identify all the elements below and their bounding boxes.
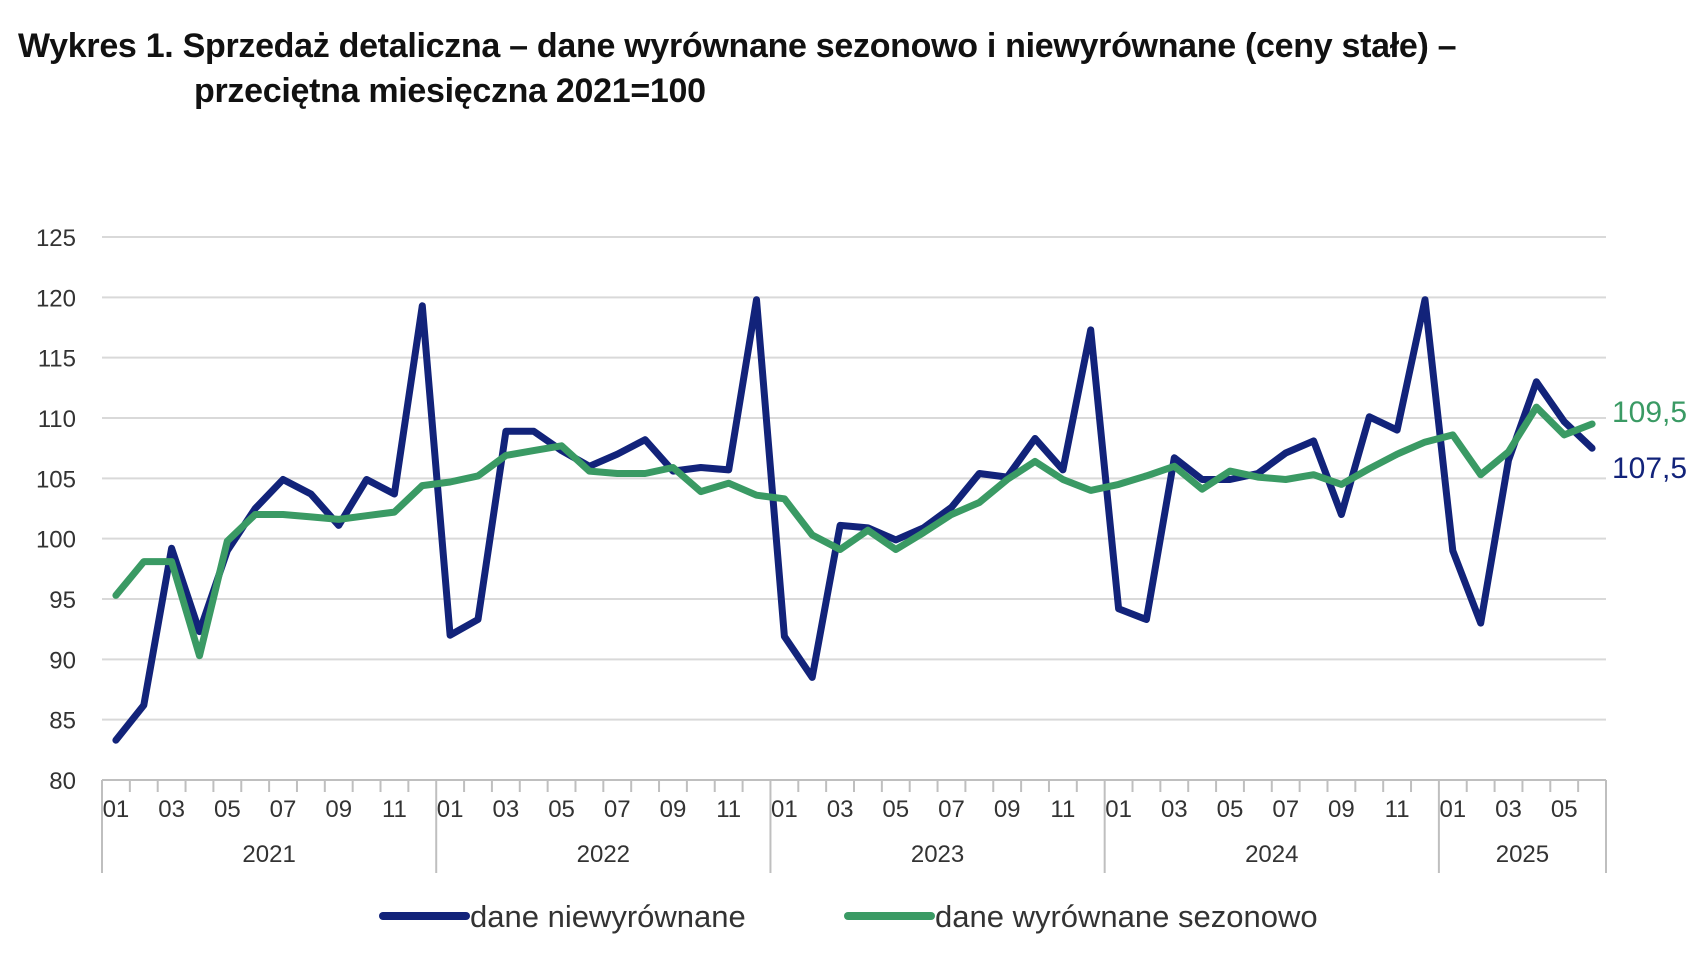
x-tick-label: 01 (771, 796, 798, 823)
y-tick-label: 95 (49, 587, 76, 614)
x-tick-label: 05 (214, 796, 241, 823)
series-line-unadjusted (112, 296, 1596, 744)
x-tick-label: 11 (382, 796, 407, 823)
title-line-2: przeciętna miesięczna 2021=100 (194, 72, 706, 110)
chart-title: Wykres 1. Sprzedaż detaliczna – dane wyr… (18, 24, 1457, 114)
x-tick-label: 03 (1161, 796, 1188, 823)
y-tick-label: 90 (49, 647, 76, 674)
x-tick-label: 01 (437, 796, 464, 823)
y-tick-label: 80 (49, 768, 76, 795)
year-label: 2021 (242, 841, 295, 868)
y-tick-label: 120 (36, 285, 76, 312)
x-tick-label: 05 (882, 796, 909, 823)
x-tick-label: 11 (1050, 796, 1075, 823)
x-axis: 01 03 05 07 09 11 01 03 05 07 09 11 01 03 05 07 09 11 01 03… (101, 779, 1607, 873)
x-tick-label: 01 (1439, 796, 1466, 823)
x-tick-label: 07 (604, 796, 631, 823)
year-label: 2023 (911, 841, 964, 868)
y-tick-label: 110 (38, 406, 76, 433)
end-labels: 109,5 107,5 (1612, 396, 1687, 485)
x-tick-label: 05 (548, 796, 575, 823)
x-tick-label: 11 (1385, 796, 1410, 823)
x-tick-label: 09 (325, 796, 352, 823)
legend-label-unadjusted: dane niewyrównane (470, 899, 746, 934)
year-label: 2022 (577, 841, 630, 868)
series-line-seasonal (112, 403, 1596, 660)
y-tick-label: 100 (36, 527, 76, 554)
y-tick-label: 85 (49, 708, 76, 735)
x-tick-label: 03 (158, 796, 185, 823)
x-tick-label: 03 (827, 796, 854, 823)
x-tick-label: 03 (493, 796, 520, 823)
gridlines (102, 236, 1606, 721)
y-axis-ticks: 80 85 90 95 100 105 110 115 120 125 (36, 225, 76, 795)
x-tick-label: 01 (1105, 796, 1132, 823)
legend: dane niewyrównane dane wyrównane sezonow… (379, 899, 1318, 934)
y-tick-label: 125 (36, 225, 76, 252)
title-line-1: Wykres 1. Sprzedaż detaliczna – dane wyr… (18, 27, 1457, 65)
x-tick-label: 09 (660, 796, 687, 823)
x-tick-label: 03 (1495, 796, 1522, 823)
x-tick-label: 05 (1551, 796, 1578, 823)
y-tick-label: 105 (36, 466, 76, 493)
x-tick-label: 07 (270, 796, 297, 823)
x-tick-label: 07 (1272, 796, 1299, 823)
x-tick-label: 01 (103, 796, 130, 823)
year-label: 2025 (1496, 841, 1549, 868)
x-tick-label: 05 (1217, 796, 1244, 823)
x-tick-label: 09 (994, 796, 1021, 823)
legend-label-seasonal: dane wyrównane sezonowo (935, 899, 1318, 934)
y-tick-label: 115 (38, 346, 76, 373)
end-label-unadjusted: 107,5 (1612, 452, 1687, 485)
x-tick-label: 11 (716, 796, 741, 823)
year-label: 2024 (1245, 841, 1298, 868)
end-label-seasonal: 109,5 (1612, 396, 1687, 429)
x-tick-label: 07 (938, 796, 965, 823)
series-lines (112, 296, 1596, 744)
x-tick-label: 09 (1328, 796, 1355, 823)
